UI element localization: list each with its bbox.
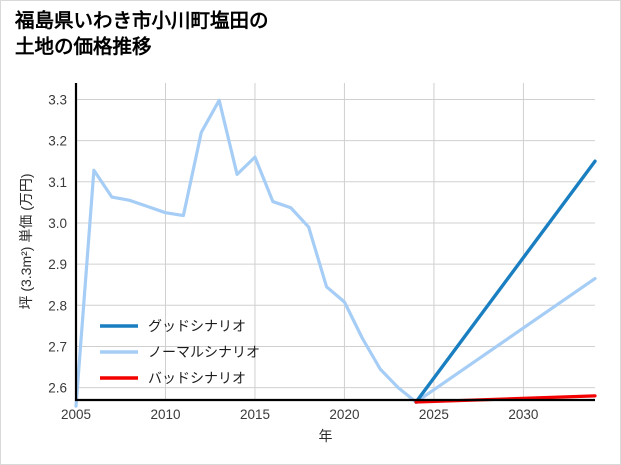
axis-spine (74, 83, 595, 402)
legend-label-0: グッドシナリオ (148, 318, 246, 334)
x-axis-title: 年 (319, 428, 333, 444)
x-tick-labels: 2005 2010 2015 2020 2025 2030 (61, 407, 538, 422)
y-tick-label: 3.2 (48, 134, 67, 149)
x-tick-label: 2005 (61, 407, 91, 422)
y-tick-label: 3.3 (48, 92, 67, 107)
page-title: 福島県いわき市小川町塩田の 土地の価格推移 (15, 10, 269, 58)
x-tick-label: 2025 (419, 407, 449, 422)
y-axis-title: 坪 (3.3m²) 単価 (万円) (18, 173, 34, 309)
series-line-ノーマルシナリオ (74, 98, 597, 408)
y-tick-label: 2.6 (48, 381, 67, 396)
y-tick-label: 2.9 (48, 257, 67, 272)
y-tick-labels: 2.6 2.7 2.8 2.9 3.0 3.1 3.2 3.3 (48, 92, 67, 395)
y-gridlines (76, 98, 595, 389)
axis-titles: 年 坪 (3.3m²) 単価 (万円) (18, 173, 333, 444)
x-tick-label: 2030 (508, 407, 538, 422)
y-tick-label: 3.1 (48, 175, 67, 190)
y-tick-label: 2.8 (48, 298, 67, 313)
legend-label-1: ノーマルシナリオ (148, 344, 260, 360)
axis-spines (74, 83, 595, 402)
x-tick-label: 2020 (329, 407, 359, 422)
series-line-グッドシナリオ (414, 159, 597, 404)
y-tick-label: 2.7 (48, 339, 67, 354)
x-tick-label: 2010 (150, 407, 180, 422)
x-tick-label: 2015 (240, 407, 270, 422)
x-gridlines (164, 83, 524, 400)
legend-label-2: バッドシナリオ (148, 370, 246, 386)
y-tick-label: 3.0 (48, 216, 67, 231)
data-series-group (74, 98, 597, 408)
